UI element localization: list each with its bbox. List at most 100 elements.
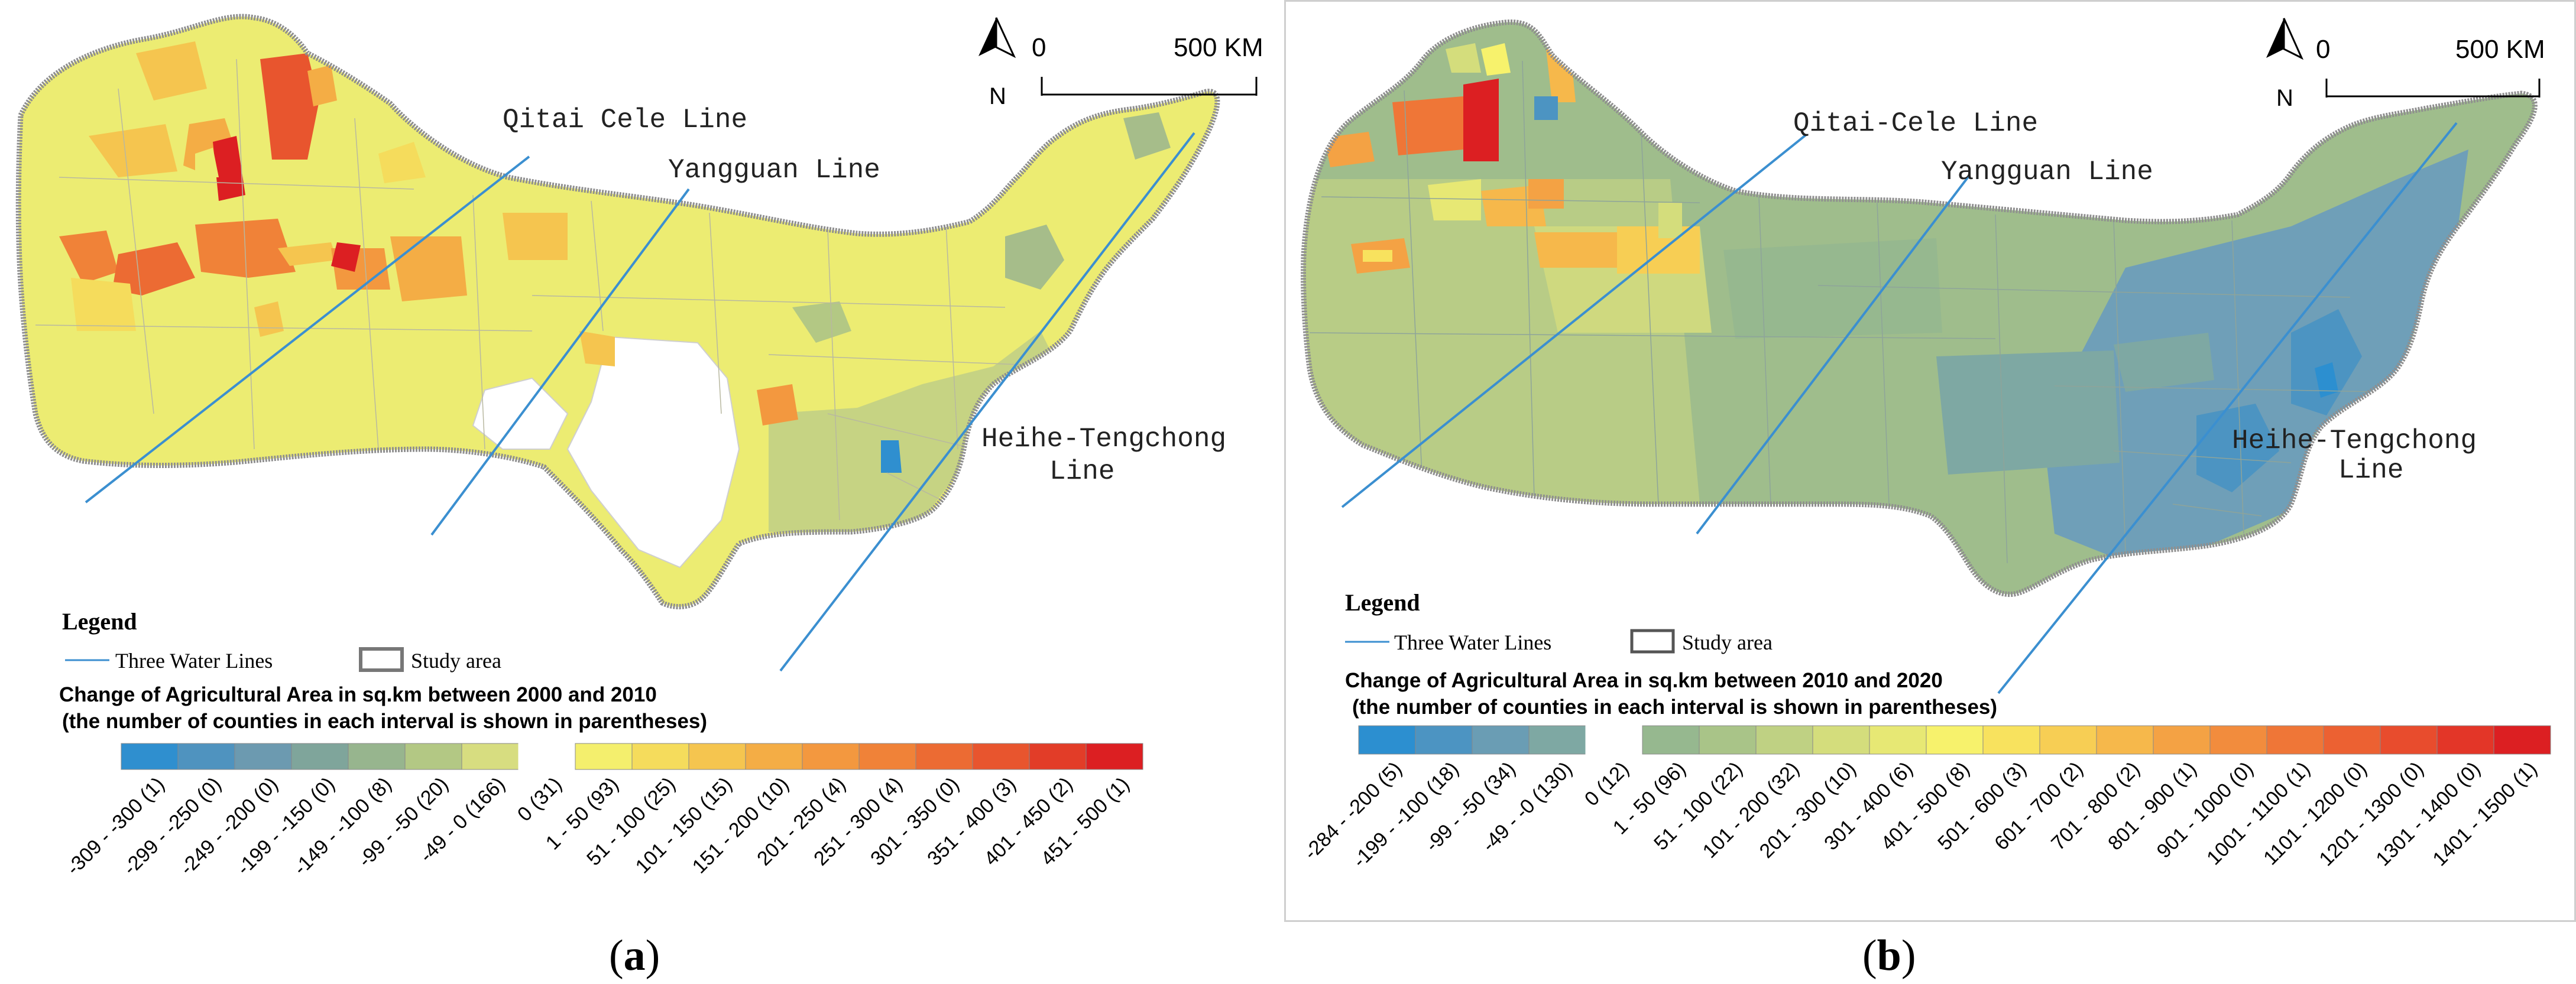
legend-swatch xyxy=(1812,725,1870,755)
legend-interval-label: 901 - 1000 (0) xyxy=(2153,758,2258,863)
legend-interval-label: 1101 - 1200 (0) xyxy=(2259,758,2371,869)
legend-swatch xyxy=(1086,743,1143,770)
legend-swatch xyxy=(291,743,349,770)
legend-ramp-b: -284 - -200 (5)-199 - -100 (18)-99 - -50… xyxy=(1300,725,2551,872)
label-qitai-cele: Qitai Cele Line xyxy=(503,105,747,135)
legend-interval-label: 1001 - 1100 (1) xyxy=(2202,758,2314,869)
legend-swatch xyxy=(2209,725,2267,755)
map-b: N 0 500 KM Qitai-Cele Line Yangguan Line… xyxy=(1300,18,2551,872)
label-yangguan: Yangguan Line xyxy=(668,155,880,186)
legend-study-label: Study area xyxy=(411,649,501,673)
scale-start-b: 0 xyxy=(2316,35,2330,64)
legend-swatch xyxy=(461,743,519,770)
legend-interval-label: 201 - 300 (10) xyxy=(1755,758,1861,863)
legend-swatch xyxy=(631,743,689,770)
legend-swatch xyxy=(1869,725,1927,755)
legend-swatch xyxy=(858,743,916,770)
legend-swatch xyxy=(688,743,746,770)
legend-interval-label: 0 (12) xyxy=(1580,758,1634,811)
legend-swatch xyxy=(2380,725,2438,755)
legend-swatch xyxy=(234,743,292,770)
legend-swatch xyxy=(1415,725,1473,755)
legend-interval-label: -199 - -150 (0) xyxy=(232,773,339,880)
legend-title-line2-b: (the number of counties in each interval… xyxy=(1352,696,1997,719)
legend-swatch xyxy=(2096,725,2154,755)
legend-swatch xyxy=(1926,725,1984,755)
legend-study-label-b: Study area xyxy=(1682,631,1773,654)
legend-swatch xyxy=(2266,725,2324,755)
legend-swatch xyxy=(1585,725,1643,755)
legend-title-line1: Change of Agricultural Area in sq.km bet… xyxy=(59,683,657,706)
north-arrow-icon xyxy=(978,17,1016,59)
legend-swatch xyxy=(177,743,235,770)
legend-ramp-a: -309 - -300 (1)-299 - -250 (0)-249 - -20… xyxy=(62,743,1143,879)
panel-b: N 0 500 KM Qitai-Cele Line Yangguan Line… xyxy=(1284,0,2576,922)
legend-swatch xyxy=(121,743,179,770)
legend-swatch xyxy=(745,743,803,770)
heihe-tengchong-line xyxy=(779,132,1195,672)
legend-swatch xyxy=(2436,725,2494,755)
legend-swatch xyxy=(518,743,576,770)
legend-study-swatch-b xyxy=(1630,629,1675,654)
legend-swatch xyxy=(1755,725,1813,755)
label-heihe-line: Line xyxy=(1049,456,1114,487)
legend-study-swatch xyxy=(359,647,404,672)
scale-start: 0 xyxy=(1032,33,1046,62)
water-lines xyxy=(85,132,1195,672)
legend-interval-label: -249 - -200 (0) xyxy=(176,773,283,880)
legend-swatch xyxy=(575,743,633,770)
scale-bar xyxy=(1041,77,1258,96)
legend-interval-label: 0 (31) xyxy=(513,773,566,826)
legend-interval-label: 1301 - 1400 (0) xyxy=(2371,758,2484,871)
heihe-tengchong-line-b xyxy=(1997,122,2458,694)
legend-swatch xyxy=(2323,725,2381,755)
qitai-cele-line-b xyxy=(1341,134,1807,508)
label-heihe-line-b: Line xyxy=(2338,455,2403,486)
legend-swatch xyxy=(1528,725,1586,755)
legend-swatch xyxy=(1642,725,1700,755)
legend-heading-b: Legend xyxy=(1345,589,1420,616)
map-a: N 0 500 KM Qitai Cele Line Yangguan Line… xyxy=(0,0,1263,879)
label-yangguan-b: Yangguan Line xyxy=(1941,157,2153,187)
legend-interval-label: 1401 - 1500 (1) xyxy=(2428,758,2541,871)
legend-water-label: Three Water Lines xyxy=(115,649,273,673)
north-arrow-icon-b xyxy=(2266,18,2304,60)
legend-interval-label: -149 - -100 (8) xyxy=(289,773,396,880)
legend-title-line2: (the number of counties in each interval… xyxy=(62,710,707,733)
north-label-b: N xyxy=(2276,85,2293,111)
legend-swatch xyxy=(2153,725,2211,755)
scale-bar-b xyxy=(2325,79,2541,98)
legend-interval-label: -309 - -300 (1) xyxy=(62,773,169,880)
scale-end: 500 KM xyxy=(1174,33,1263,62)
legend-swatch xyxy=(1358,725,1416,755)
subfigure-label-b: (b) xyxy=(1862,931,1916,980)
legend-swatch xyxy=(348,743,406,770)
yangguan-line xyxy=(430,188,690,536)
legend-swatch xyxy=(404,743,462,770)
panel-a: N 0 500 KM Qitai Cele Line Yangguan Line… xyxy=(0,0,1277,922)
county-borders-b xyxy=(1309,60,2380,564)
scale-end-b: 500 KM xyxy=(2455,35,2545,64)
legend-interval-label: -299 - -250 (0) xyxy=(119,773,226,880)
legend-interval-label: 151 - 200 (10) xyxy=(688,773,793,878)
county-fills-b xyxy=(1304,43,2468,557)
subfigure-label-a: (a) xyxy=(609,931,660,980)
legend-swatch xyxy=(1029,743,1087,770)
label-heihe-tengchong: Heihe-Tengchong xyxy=(981,424,1226,454)
legend-swatch xyxy=(2039,725,2097,755)
legend-title-line1-b: Change of Agricultural Area in sq.km bet… xyxy=(1345,669,1943,692)
label-heihe-tengchong-b: Heihe-Tengchong xyxy=(2232,426,2477,456)
legend-swatch xyxy=(1472,725,1530,755)
legend-heading: Legend xyxy=(62,608,137,635)
yangguan-line-b xyxy=(1696,175,1970,535)
legend-swatch xyxy=(915,743,973,770)
legend-interval-label: 101 - 150 (15) xyxy=(631,773,737,878)
qitai-cele-line xyxy=(85,155,530,504)
legend-swatch xyxy=(1699,725,1757,755)
north-label: N xyxy=(989,83,1006,109)
legend-swatch xyxy=(1982,725,2040,755)
legend-interval-label: 101 - 200 (32) xyxy=(1699,758,1804,863)
water-lines-b xyxy=(1341,122,2458,694)
county-fills xyxy=(59,41,1171,569)
legend-interval-label: 1201 - 1300 (0) xyxy=(2315,758,2428,871)
